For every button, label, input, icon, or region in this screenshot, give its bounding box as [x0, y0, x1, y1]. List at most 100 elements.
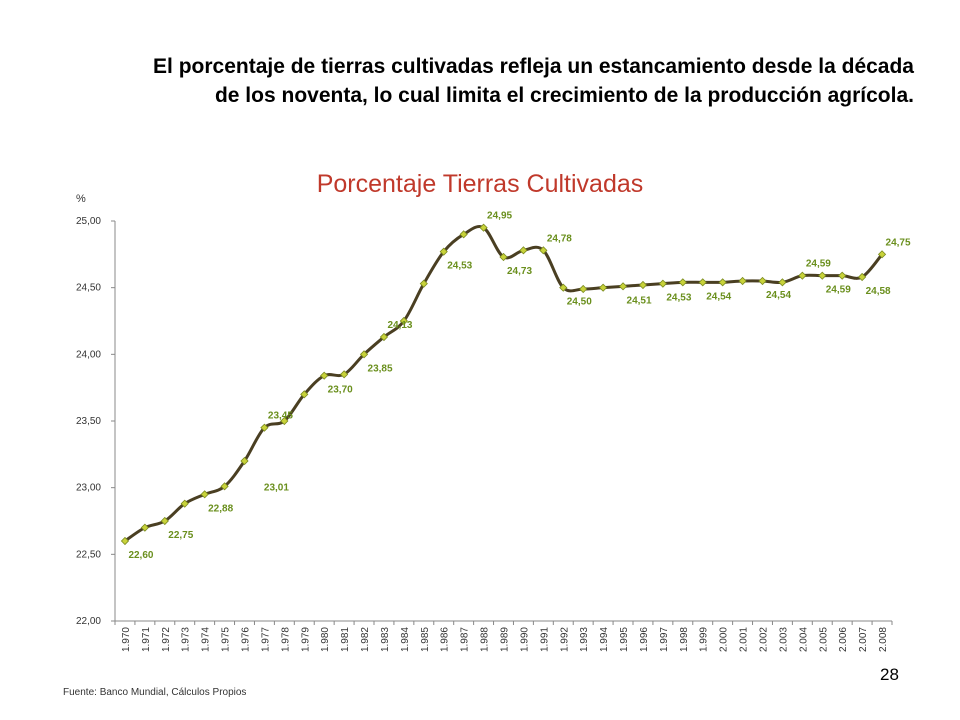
x-tick-label: 1.997: [659, 627, 670, 652]
data-label: 24,50: [567, 297, 592, 308]
data-point: [300, 390, 309, 399]
y-tick-label: 23,50: [76, 416, 101, 427]
y-tick-label: 24,00: [76, 349, 101, 360]
data-label: 23,85: [368, 363, 393, 374]
x-tick-label: 1.993: [579, 627, 590, 652]
data-labels: 22,60 22,75 22,88 23,45 23,01 23,70 23,85 24,13…: [128, 211, 911, 561]
x-tick-label: 1.972: [161, 627, 172, 652]
data-label: 24,13: [387, 320, 412, 331]
data-point: [658, 279, 667, 288]
x-tick-label: 1.981: [340, 627, 351, 652]
x-tick-label: 1.991: [539, 627, 550, 652]
x-tick-label: 1.988: [480, 627, 491, 652]
data-label: 23,01: [264, 482, 289, 493]
slide-headline: El porcentaje de tierras cultivadas refl…: [153, 55, 914, 107]
x-tick-label: 1.979: [300, 627, 311, 652]
y-tick-label: 25,00: [76, 216, 101, 227]
data-label: 24,75: [886, 237, 911, 248]
series-markers: [120, 223, 887, 546]
x-tick-label: 2.007: [858, 627, 869, 652]
x-tick-label: 2.008: [878, 627, 889, 652]
data-point: [778, 278, 787, 287]
data-label: 23,70: [328, 385, 353, 396]
x-tick-label: 1.987: [460, 627, 471, 652]
x-tick-label: 1.977: [260, 627, 271, 652]
x-tick-label: 1.996: [639, 627, 650, 652]
x-tick-label: 2.005: [818, 627, 829, 652]
x-tick-label: 2.000: [719, 627, 730, 652]
page-number: 28: [880, 665, 899, 684]
data-point: [260, 423, 269, 432]
data-label: 23,45: [268, 411, 293, 422]
data-point: [579, 284, 588, 294]
data-point: [340, 370, 349, 379]
y-tick-label: 22,50: [76, 549, 101, 560]
data-label: 24,51: [627, 295, 652, 306]
x-tick-label: 1.980: [320, 627, 331, 652]
x-tick-label: 2.002: [759, 627, 770, 652]
x-tick-label: 1.994: [599, 627, 610, 652]
data-point: [858, 272, 867, 282]
x-tick-label: 1.985: [420, 627, 431, 652]
data-point: [838, 271, 847, 280]
y-tick-label: 23,00: [76, 483, 101, 494]
data-point: [160, 516, 169, 526]
data-point: [180, 499, 189, 508]
x-tick-label: 1.990: [519, 627, 530, 652]
data-point: [698, 278, 707, 287]
x-tick-label: 1.973: [181, 627, 192, 652]
data-point: [758, 276, 767, 286]
data-point: [499, 252, 508, 262]
data-point: [539, 246, 548, 255]
data-point: [120, 536, 130, 546]
x-tick-label: 1.984: [400, 627, 411, 652]
data-point: [877, 250, 887, 259]
x-tick-label: 1.986: [440, 627, 451, 652]
data-point: [280, 416, 289, 426]
chart-title: Porcentaje Tierras Cultivadas: [316, 170, 644, 198]
data-label: 24,73: [507, 266, 532, 277]
data-label: 24,54: [766, 290, 791, 301]
x-tick-label: 2.004: [798, 627, 809, 652]
data-point: [559, 283, 568, 292]
data-label: 24,54: [706, 291, 731, 302]
data-label: 22,88: [208, 503, 233, 514]
x-tick-label: 1.974: [201, 627, 212, 652]
data-point: [459, 230, 468, 239]
x-tick-label: 1.982: [360, 627, 371, 652]
data-label: 22,75: [168, 530, 193, 541]
data-label: 24,59: [826, 285, 851, 296]
x-tick-label: 1.976: [241, 627, 252, 652]
x-tick-label: 1.971: [141, 627, 152, 652]
x-tick-label: 2.001: [739, 627, 750, 652]
data-point: [140, 523, 149, 532]
data-point: [718, 278, 727, 287]
data-point: [320, 371, 329, 380]
x-tick-label: 2.006: [838, 627, 849, 652]
x-tick-label: 2.003: [778, 627, 789, 652]
x-tick-label: 1.989: [500, 627, 511, 652]
x-tick-label: 1.998: [679, 627, 690, 652]
series-line: [123, 225, 884, 543]
data-point: [200, 490, 209, 499]
data-point: [419, 279, 428, 288]
data-point: [220, 482, 229, 491]
data-point: [599, 283, 608, 292]
data-point: [240, 456, 249, 466]
data-point: [798, 271, 807, 280]
data-label: 24,53: [666, 293, 691, 304]
chart-ticks: 22,00 22,50 23,00 23,50 24,00 24,50 25,00 1.970…: [76, 216, 893, 652]
data-label: 24,53: [447, 261, 472, 272]
data-point: [738, 276, 747, 286]
data-point: [399, 316, 408, 326]
data-point: [618, 282, 628, 291]
x-tick-label: 1.992: [559, 627, 570, 652]
source-note: Fuente: Banco Mundial, Cálculos Propios: [63, 687, 247, 698]
x-tick-label: 1.978: [280, 627, 291, 652]
data-point: [359, 350, 369, 359]
data-label: 24,78: [547, 233, 572, 244]
x-tick-label: 1.999: [699, 627, 710, 652]
y-axis-unit-label: %: [76, 193, 86, 205]
x-tick-label: 1.995: [619, 627, 630, 652]
